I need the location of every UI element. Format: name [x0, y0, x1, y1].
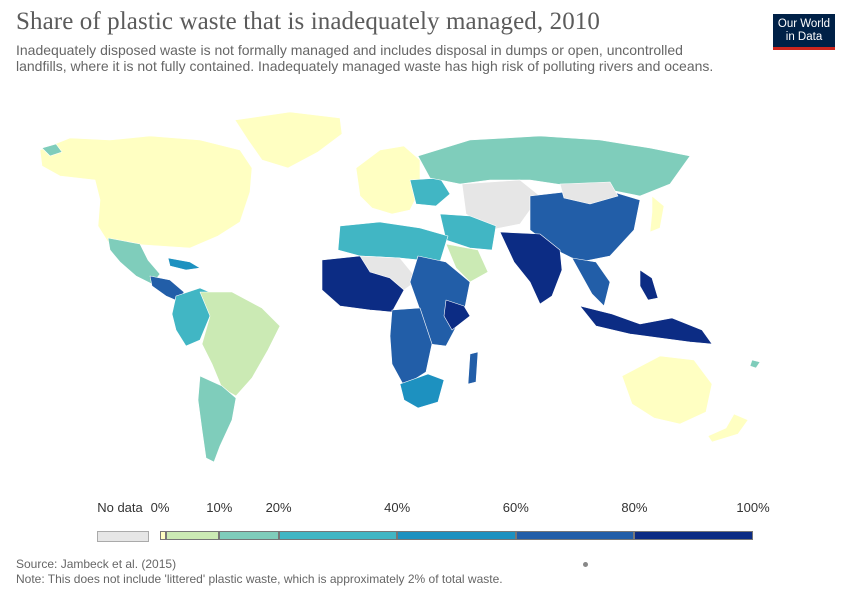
map-region-horn-africa[interactable]	[443, 299, 471, 331]
legend-bin-4[interactable]	[397, 531, 516, 540]
legend-bin-3[interactable]	[278, 531, 398, 540]
timeline-dot[interactable]	[583, 562, 588, 567]
map-region-southeast-asia[interactable]	[571, 257, 611, 307]
map-region-russia[interactable]	[417, 135, 691, 197]
map-region-argentina-chile[interactable]	[197, 375, 237, 463]
legend-tick-label-1: 10%	[206, 500, 233, 515]
owid-logo[interactable]: Our World in Data	[773, 14, 835, 50]
map-region-central-asia[interactable]	[461, 179, 541, 231]
legend-tick-label-5: 80%	[621, 500, 648, 515]
map-region-north-africa[interactable]	[337, 221, 449, 263]
map-region-new-zealand[interactable]	[707, 413, 749, 443]
legend-no-data-label: No data	[97, 500, 143, 515]
map-region-alaska-small[interactable]	[41, 143, 63, 157]
map-region-eastern-europe[interactable]	[409, 177, 451, 207]
map-region-pacific-islands[interactable]	[749, 359, 761, 369]
map-region-canada-usa[interactable]	[39, 135, 253, 249]
logo-accent-bar	[773, 47, 835, 50]
legend-no-data-swatch[interactable]	[97, 531, 149, 542]
legend-bin-5[interactable]	[515, 531, 635, 540]
map-region-madagascar[interactable]	[467, 351, 479, 385]
legend-tick-label-0: 0%	[150, 500, 170, 515]
chart-subtitle: Inadequately disposed waste is not forma…	[16, 42, 714, 74]
legend-bin-6[interactable]	[634, 531, 753, 540]
map-region-australia[interactable]	[621, 355, 713, 425]
map-region-philippines[interactable]	[639, 269, 659, 301]
note-text: Note: This does not include 'littered' p…	[16, 572, 503, 586]
logo-line-1: Our World	[777, 18, 831, 30]
map-region-brazil[interactable]	[199, 291, 281, 397]
map-region-south-asia[interactable]	[499, 231, 563, 305]
legend-tick-label-3: 40%	[384, 500, 411, 515]
legend-bin-1[interactable]	[165, 531, 220, 540]
source-text: Source: Jambeck et al. (2015)	[16, 557, 177, 571]
map-region-greenland[interactable]	[234, 111, 343, 169]
legend-tick-label-2: 20%	[265, 500, 292, 515]
world-map	[39, 111, 761, 463]
map-region-japan[interactable]	[649, 195, 665, 233]
legend-tick-label-6: 100%	[736, 500, 770, 515]
map-region-mongolia[interactable]	[559, 181, 619, 205]
map-region-caribbean[interactable]	[167, 257, 201, 271]
logo-line-2: in Data	[785, 31, 823, 43]
map-region-sahel-nodata[interactable]	[359, 255, 419, 291]
map-region-southern-africa[interactable]	[399, 373, 445, 409]
chart-title: Share of plastic waste that is inadequat…	[16, 8, 600, 35]
map-region-indonesia[interactable]	[579, 305, 713, 345]
map-region-northern-south-america[interactable]	[171, 287, 215, 347]
legend-bin-2[interactable]	[219, 531, 279, 540]
legend-bin-0[interactable]	[160, 531, 166, 540]
map-region-arabia[interactable]	[445, 243, 489, 283]
legend-tick-label-4: 60%	[502, 500, 529, 515]
